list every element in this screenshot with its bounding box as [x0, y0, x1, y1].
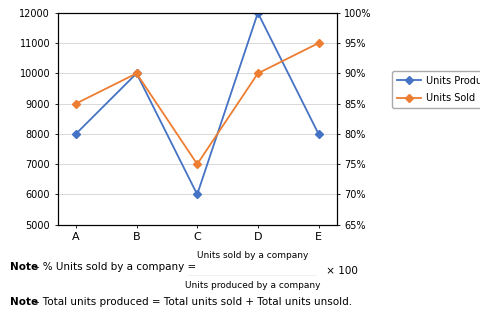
Units Sold: [73, 102, 79, 106]
Text: Units produced by a company: Units produced by a company: [184, 281, 320, 290]
Units Sold: [315, 41, 321, 45]
Units Sold: [254, 72, 260, 75]
Units Sold: [194, 162, 200, 166]
Text: Note: Note: [10, 262, 37, 272]
Line: Units Produced: Units Produced: [73, 10, 321, 197]
Line: Units Sold: Units Sold: [73, 40, 321, 167]
Text: Note: Note: [10, 297, 37, 307]
Text: – Total units produced = Total units sold + Total units unsold.: – Total units produced = Total units sol…: [31, 297, 352, 307]
Units Sold: [133, 72, 139, 75]
Legend: Units Produced, Units Sold: Units Produced, Units Sold: [391, 71, 480, 108]
Text: – % Units sold by a company =: – % Units sold by a company =: [31, 262, 199, 272]
Text: × 100: × 100: [323, 266, 358, 276]
Units Produced: [315, 132, 321, 136]
Units Produced: [254, 11, 260, 15]
Units Produced: [133, 72, 139, 75]
Text: Units sold by a company: Units sold by a company: [196, 251, 308, 260]
Units Produced: [194, 193, 200, 196]
Units Produced: [73, 132, 79, 136]
